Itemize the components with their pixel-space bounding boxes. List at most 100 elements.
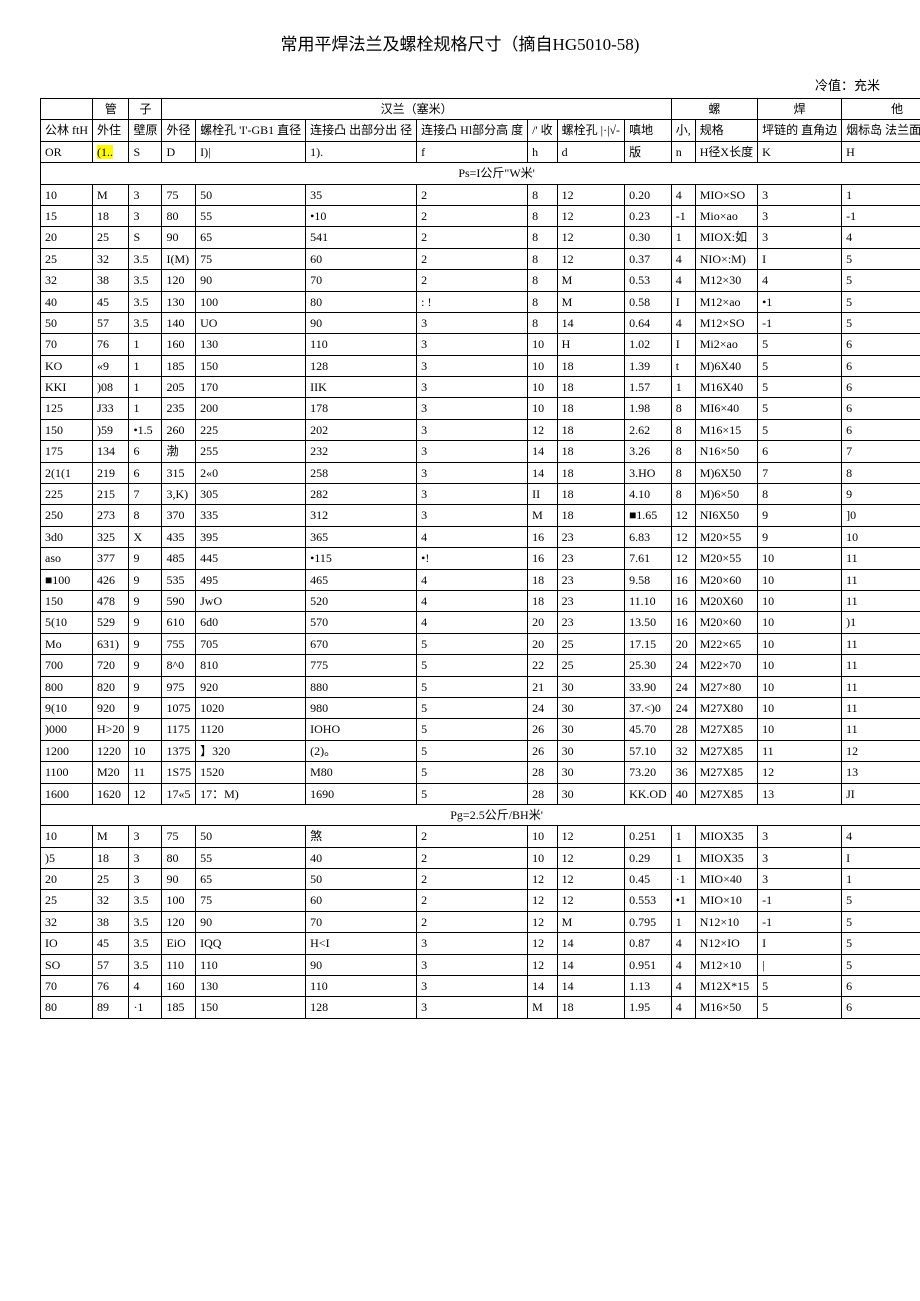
table-cell: Mi2×ao <box>695 334 757 355</box>
table-cell: 10 <box>129 740 162 761</box>
spec-table: 管 子 汉兰（塞米） 螺 焊 他 公林 ftH 外住 壁原 外径 螺栓孔 'I'… <box>40 98 920 1019</box>
table-cell: 3 <box>417 312 528 333</box>
table-cell: 631) <box>93 633 129 654</box>
table-cell: 0.20 <box>625 184 672 205</box>
table-cell: 18 <box>557 997 624 1018</box>
table-cell: 90 <box>196 911 306 932</box>
table-cell: 0.951 <box>625 954 672 975</box>
table-cell: 2 <box>417 890 528 911</box>
table-cell: 10 <box>758 719 842 740</box>
table-cell: 3 <box>417 954 528 975</box>
table-cell: 5 <box>758 377 842 398</box>
table-cell: 80 <box>41 997 93 1018</box>
table-cell: 45.70 <box>625 719 672 740</box>
table-cell: 700 <box>41 655 93 676</box>
table-cell: 30 <box>557 676 624 697</box>
col-c9: 螺栓孔 |·|√- <box>557 120 624 141</box>
table-cell: 4 <box>417 569 528 590</box>
table-cell: 5 <box>758 334 842 355</box>
table-cell: M80 <box>306 762 417 783</box>
table-cell: 755 <box>162 633 196 654</box>
table-cell: 90 <box>162 869 196 890</box>
table-cell: 3 <box>758 227 842 248</box>
table-cell: H>20 <box>93 719 129 740</box>
table-cell: M27X85 <box>695 762 757 783</box>
table-cell: -1 <box>758 890 842 911</box>
table-cell: 90 <box>306 312 417 333</box>
table-cell: 18 <box>557 419 624 440</box>
table-cell: )5 <box>41 847 93 868</box>
table-cell: 225 <box>41 484 93 505</box>
table-cell: 6 <box>842 334 920 355</box>
table-cell: 4 <box>671 270 695 291</box>
table-cell: 820 <box>93 676 129 697</box>
table-cell: -1 <box>842 205 920 226</box>
table-cell: 12 <box>557 227 624 248</box>
table-cell: 4 <box>671 997 695 1018</box>
table-cell: 1120 <box>196 719 306 740</box>
table-cell: 80 <box>162 847 196 868</box>
table-cell: 8 <box>528 205 558 226</box>
table-cell: 312 <box>306 505 417 526</box>
table-cell: 1600 <box>41 783 93 804</box>
table-row: 12001220101375】320(2)。5263057.1032M27X85… <box>41 740 920 761</box>
table-cell: 125 <box>41 398 93 419</box>
table-cell: 541 <box>306 227 417 248</box>
table-cell: M12×10 <box>695 954 757 975</box>
table-cell: 16 <box>671 590 695 611</box>
table-cell: 1375 <box>162 740 196 761</box>
table-cell: M <box>528 505 558 526</box>
table-cell: 7 <box>129 484 162 505</box>
table-cell: 12 <box>557 248 624 269</box>
table-cell: NI6X50 <box>695 505 757 526</box>
table-cell: 13 <box>842 762 920 783</box>
group-g5: 焊 <box>758 99 842 120</box>
table-cell: M20X60 <box>695 590 757 611</box>
table-cell: 465 <box>306 569 417 590</box>
table-cell: 1.57 <box>625 377 672 398</box>
table-cell: 80 <box>306 291 417 312</box>
table-cell: 26 <box>528 740 558 761</box>
table-cell: 60 <box>306 248 417 269</box>
table-cell: 2«0 <box>196 462 306 483</box>
table-row: ■1004269535495465418239.5816M20×601011 <box>41 569 920 590</box>
table-cell: 65 <box>196 869 306 890</box>
table-cell: MIO×10 <box>695 890 757 911</box>
col-c13: 坪链的 直角边 <box>758 120 842 141</box>
table-cell: 9 <box>129 676 162 697</box>
table-cell: 4 <box>671 976 695 997</box>
table-cell: ·1 <box>129 997 162 1018</box>
table-cell: 11 <box>758 740 842 761</box>
table-cell: 255 <box>196 441 306 462</box>
table-cell: 25 <box>93 869 129 890</box>
table-cell: 1 <box>842 184 920 205</box>
table-cell: 1620 <box>93 783 129 804</box>
table-cell: 705 <box>196 633 306 654</box>
table-cell: 25 <box>41 890 93 911</box>
table-row: 32383.51209070212M0.7951N12×10-15 <box>41 911 920 932</box>
table-cell: )59 <box>93 419 129 440</box>
table-cell: 2.62 <box>625 419 672 440</box>
table-cell: 12 <box>528 419 558 440</box>
table-cell: 32 <box>671 740 695 761</box>
table-cell: 130 <box>196 976 306 997</box>
table-cell: 10 <box>41 826 93 847</box>
table-cell: 0.553 <box>625 890 672 911</box>
table-cell: IOHO <box>306 719 417 740</box>
sym-s8: h <box>528 141 558 162</box>
table-cell: 21 <box>528 676 558 697</box>
col-c1: 公林 ftH <box>41 120 93 141</box>
table-cell: 3 <box>129 869 162 890</box>
table-cell: 5 <box>417 762 528 783</box>
table-cell: 75 <box>162 184 196 205</box>
table-cell: 5 <box>758 355 842 376</box>
table-cell: 0.53 <box>625 270 672 291</box>
group-header-row: 管 子 汉兰（塞米） 螺 焊 他 <box>41 99 920 120</box>
table-cell: 9 <box>129 569 162 590</box>
table-cell: M27X85 <box>695 740 757 761</box>
table-cell: 1175 <box>162 719 196 740</box>
table-cell: 0.251 <box>625 826 672 847</box>
table-cell: 3 <box>417 419 528 440</box>
table-cell: 7 <box>842 441 920 462</box>
table-cell: 1.02 <box>625 334 672 355</box>
